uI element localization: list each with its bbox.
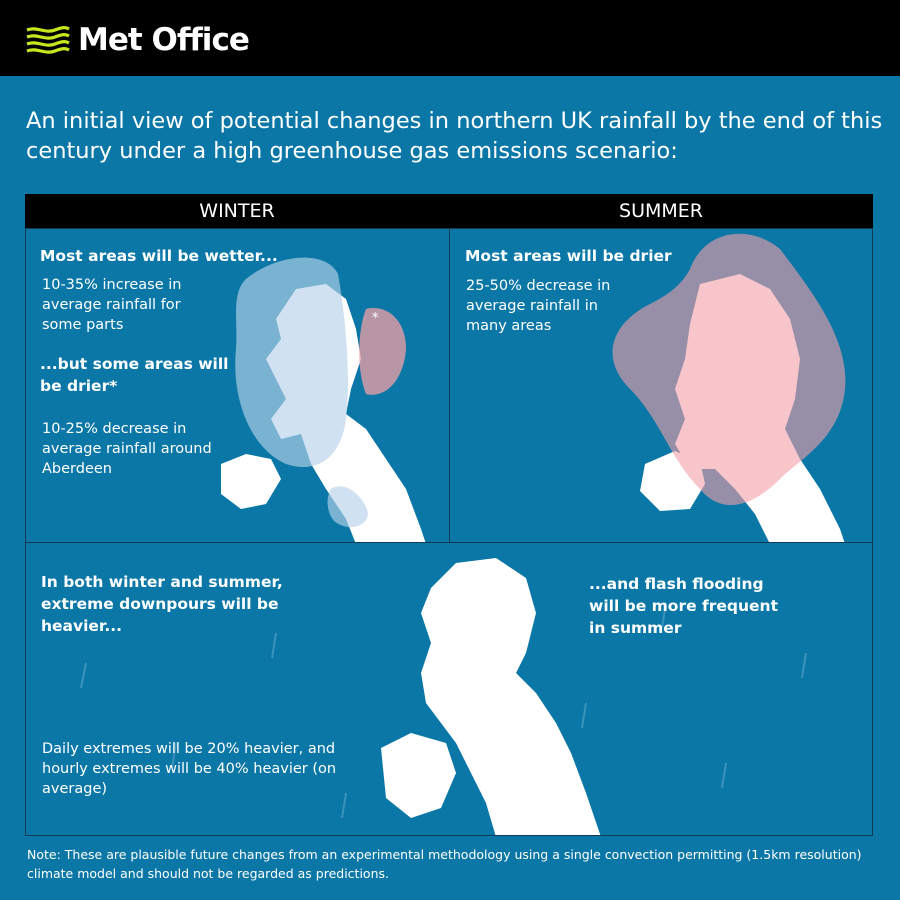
winter-text-increase: 10-35% increase in average rainfall for … bbox=[42, 277, 182, 333]
wetter-area bbox=[235, 257, 349, 467]
summer-panel: Most areas will be drier 25-50% decrease… bbox=[449, 228, 873, 543]
winter-heading-drier: ...but some areas will be drier* bbox=[40, 355, 229, 395]
summer-text: 25-50% decrease in average rainfall in m… bbox=[466, 278, 611, 334]
extremes-text: Daily extremes will be 20% heavier, and … bbox=[42, 741, 337, 797]
summer-map bbox=[612, 233, 846, 542]
met-office-logo-icon bbox=[26, 26, 70, 54]
footnote: Note: These are plausible future changes… bbox=[27, 847, 862, 881]
summer-heading: Most areas will be drier bbox=[465, 247, 672, 265]
winter-map bbox=[221, 257, 426, 542]
ireland-land bbox=[221, 454, 281, 509]
winter-panel: Most areas will be wetter... 10-35% incr… bbox=[25, 228, 450, 543]
asterisk-marker: * bbox=[372, 311, 379, 326]
drier-area bbox=[612, 233, 846, 506]
extremes-heading-right: ...and flash flooding will be more frequ… bbox=[589, 575, 778, 637]
page-title: An initial view of potential changes in … bbox=[26, 108, 883, 164]
drier-area bbox=[359, 308, 406, 395]
winter-text-decrease: 10-25% decrease in average rainfall arou… bbox=[42, 421, 212, 477]
summer-label: SUMMER bbox=[619, 200, 703, 222]
season-header: WINTER SUMMER bbox=[25, 194, 873, 228]
extremes-heading-left: In both winter and summer, extreme downp… bbox=[41, 573, 283, 635]
winter-heading-wetter: Most areas will be wetter... bbox=[40, 247, 278, 265]
great-britain-land bbox=[421, 558, 601, 835]
uk-map bbox=[80, 558, 807, 835]
winter-label: WINTER bbox=[199, 200, 275, 222]
brand-name: Met Office bbox=[78, 22, 250, 58]
extremes-panel: In both winter and summer, extreme downp… bbox=[25, 542, 873, 836]
ireland-land bbox=[381, 733, 456, 818]
wetter-area-south bbox=[327, 486, 368, 528]
header-bar: Met Office bbox=[0, 0, 900, 76]
